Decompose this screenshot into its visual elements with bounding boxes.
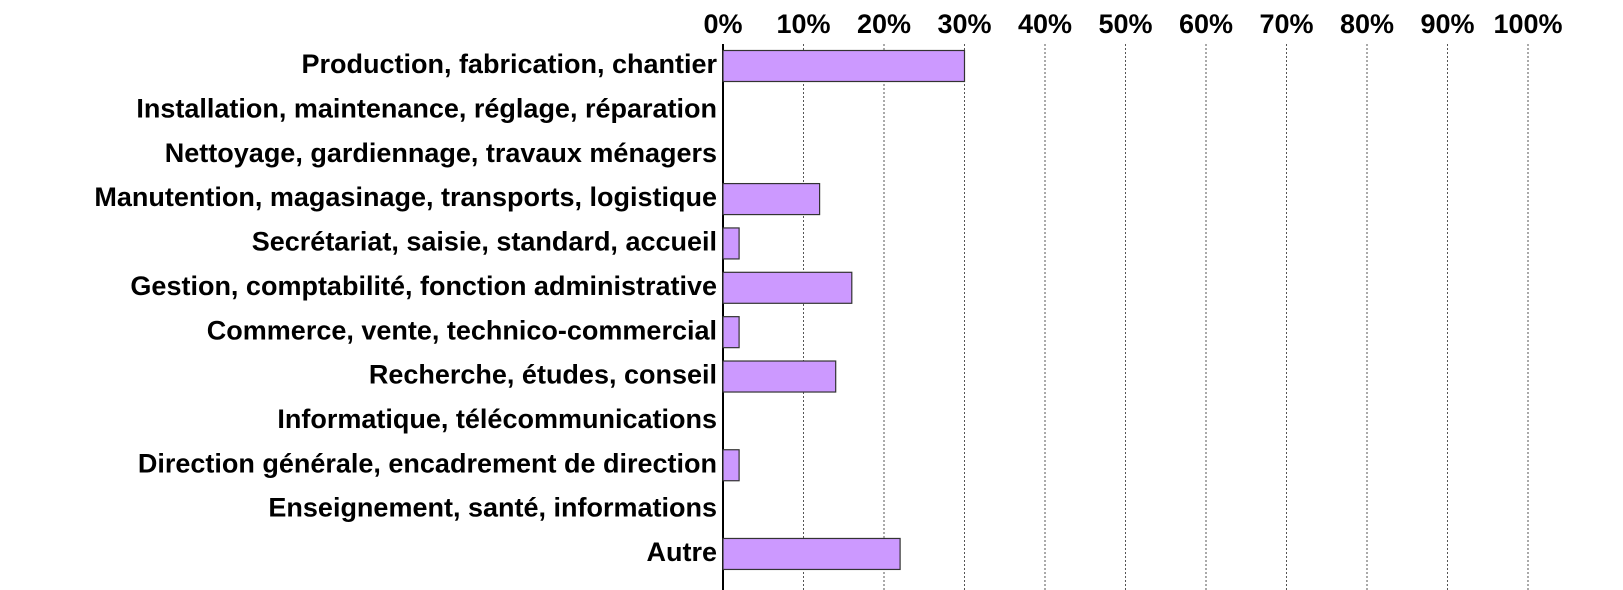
bar	[722, 360, 837, 393]
y-tick-label: Gestion, comptabilité, fonction administ…	[130, 271, 717, 301]
x-tick-label: 40%	[1018, 9, 1072, 39]
x-tick-label: 80%	[1340, 9, 1394, 39]
y-tick-label: Recherche, études, conseil	[369, 360, 717, 390]
y-tick-label: Secrétariat, saisie, standard, accueil	[252, 227, 717, 257]
x-tick-label: 10%	[776, 9, 830, 39]
y-tick-label: Installation, maintenance, réglage, répa…	[136, 93, 717, 123]
x-tick-label: 30%	[937, 9, 991, 39]
bar	[722, 49, 966, 83]
bar	[722, 537, 901, 571]
bar	[722, 449, 740, 482]
bar	[722, 271, 853, 304]
y-tick-label: Autre	[646, 537, 717, 567]
x-tick-label: 50%	[1098, 9, 1152, 39]
x-tick-label: 70%	[1259, 9, 1313, 39]
x-tick-label: 100%	[1493, 9, 1562, 39]
x-tick-label: 60%	[1179, 9, 1233, 39]
y-tick-label: Direction générale, encadrement de direc…	[138, 448, 717, 478]
y-tick-label: Production, fabrication, chantier	[301, 49, 717, 79]
y-tick-label: Enseignement, santé, informations	[268, 493, 717, 523]
y-tick-label: Informatique, télécommunications	[277, 404, 717, 434]
y-tick-label: Nettoyage, gardiennage, travaux ménagers	[165, 138, 717, 168]
bar	[722, 316, 740, 349]
x-tick-label: 0%	[703, 9, 742, 39]
bar	[722, 227, 740, 260]
bar	[722, 182, 821, 216]
y-tick-label: Manutention, magasinage, transports, log…	[94, 182, 717, 212]
x-tick-label: 90%	[1420, 9, 1474, 39]
y-tick-label: Commerce, vente, technico-commercial	[207, 315, 717, 345]
x-tick-label: 20%	[857, 9, 911, 39]
